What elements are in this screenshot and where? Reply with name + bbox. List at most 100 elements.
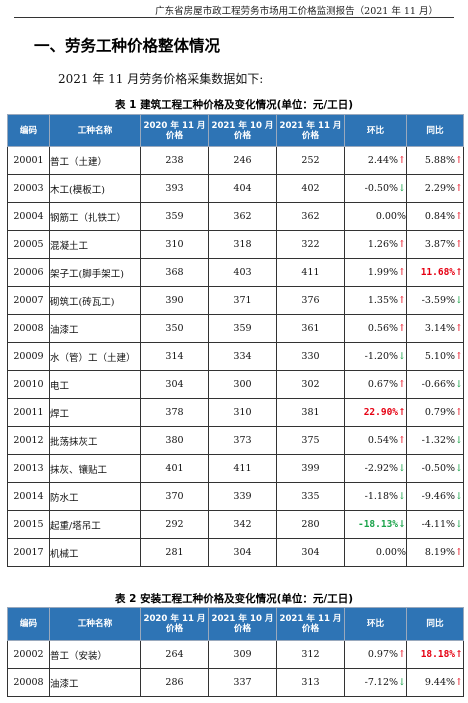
table-row: 20009 水（管）工（土建） 314 334 330 -1.20%↓ 5.10%↑ <box>7 342 464 371</box>
cell-mom-change: 0.00% <box>344 202 407 231</box>
cell-mom-change: 0.54%↑ <box>344 426 407 455</box>
cell-yoy-change: 5.10%↑ <box>406 342 464 371</box>
cell-price-2021-10: 246 <box>208 146 277 175</box>
mom-value: -1.18% <box>364 491 399 502</box>
cell-price-2020-11: 286 <box>140 668 209 697</box>
cell-code: 20013 <box>7 454 50 483</box>
cell-yoy-change: 3.14%↑ <box>406 314 464 343</box>
cell-trade-name: 油漆工 <box>49 314 141 343</box>
col-header-name: 工种名称 <box>49 607 141 641</box>
cell-price-2021-10: 359 <box>208 314 277 343</box>
cell-yoy-change: 0.79%↑ <box>406 398 464 427</box>
table1-caption: 表 1 建筑工程工种价格及变化情况(单位：元/工日) <box>114 99 354 111</box>
cell-price-2021-10: 404 <box>208 174 277 203</box>
cell-price-2020-11: 380 <box>140 426 209 455</box>
cell-code: 20012 <box>7 426 50 455</box>
arrow-down-icon: ↓ <box>455 435 463 446</box>
cell-yoy-change: -0.50%↓ <box>406 454 464 483</box>
cell-price-2021-11: 330 <box>276 342 345 371</box>
cell-price-2021-11: 304 <box>276 538 345 567</box>
arrow-up-icon: ↑ <box>455 351 463 362</box>
cell-price-2021-11: 399 <box>276 454 345 483</box>
yoy-value: 5.88% <box>424 155 456 166</box>
cell-code: 20003 <box>7 174 50 203</box>
col-header-price-2020-11: 2020 年 11 月价格 <box>140 607 209 641</box>
arrow-up-icon: ↑ <box>398 649 406 660</box>
cell-yoy-change: 0.84%↑ <box>406 202 464 231</box>
cell-yoy-change: -0.66%↓ <box>406 370 464 399</box>
cell-code: 20001 <box>7 146 50 175</box>
arrow-up-icon: ↑ <box>455 649 463 660</box>
arrow-up-icon: ↑ <box>398 379 406 390</box>
cell-price-2020-11: 390 <box>140 286 209 315</box>
cell-yoy-change: 3.87%↑ <box>406 230 464 259</box>
mom-value: 0.54% <box>367 435 399 446</box>
cell-price-2021-10: 371 <box>208 286 277 315</box>
cell-price-2021-10: 403 <box>208 258 277 287</box>
cell-trade-name: 起重/塔吊工 <box>49 510 141 539</box>
cell-price-2020-11: 370 <box>140 482 209 511</box>
cell-price-2020-11: 310 <box>140 230 209 259</box>
cell-price-2021-10: 411 <box>208 454 277 483</box>
arrow-up-icon: ↑ <box>398 155 406 166</box>
cell-yoy-change: 9.44%↑ <box>406 668 464 697</box>
yoy-value: 2.29% <box>424 183 456 194</box>
table1-header-row: 编码 工种名称 2020 年 11 月价格 2021 年 10 月价格 2021… <box>7 114 464 147</box>
cell-code: 20014 <box>7 482 50 511</box>
table-row: 20002 普工（安装） 264 309 312 0.97%↑ 18.18%↑ <box>7 640 464 669</box>
yoy-value: 8.19% <box>424 547 456 558</box>
cell-price-2021-11: 375 <box>276 426 345 455</box>
arrow-up-icon: ↑ <box>398 267 406 278</box>
cell-price-2021-11: 376 <box>276 286 345 315</box>
cell-price-2021-11: 252 <box>276 146 345 175</box>
yoy-value: 5.10% <box>424 351 456 362</box>
col-header-yoy: 同比 <box>406 607 464 641</box>
cell-mom-change: -2.92%↓ <box>344 454 407 483</box>
cell-price-2021-11: 302 <box>276 370 345 399</box>
arrow-up-icon: ↑ <box>455 211 463 222</box>
yoy-value: 18.18% <box>420 649 456 660</box>
section-title: 一、劳务工种价格整体情况 <box>34 37 221 55</box>
arrow-down-icon: ↓ <box>398 463 406 474</box>
cell-mom-change: 0.00% <box>344 538 407 567</box>
cell-code: 20007 <box>7 286 50 315</box>
cell-yoy-change: 18.18%↑ <box>406 640 464 669</box>
cell-mom-change: -1.20%↓ <box>344 342 407 371</box>
arrow-down-icon: ↓ <box>455 463 463 474</box>
cell-trade-name: 油漆工 <box>49 668 141 697</box>
cell-price-2021-10: 310 <box>208 398 277 427</box>
cell-yoy-change: -3.59%↓ <box>406 286 464 315</box>
arrow-down-icon: ↓ <box>398 677 406 688</box>
cell-price-2020-11: 393 <box>140 174 209 203</box>
cell-code: 20008 <box>7 668 50 697</box>
cell-yoy-change: 5.88%↑ <box>406 146 464 175</box>
cell-trade-name: 普工（土建） <box>49 146 141 175</box>
table-row: 20017 机械工 281 304 304 0.00% 8.19%↑ <box>7 538 464 567</box>
col-header-name: 工种名称 <box>49 114 141 147</box>
table-row: 20006 架子工(脚手架工) 368 403 411 1.99%↑ 11.68%↑ <box>7 258 464 287</box>
cell-price-2021-10: 373 <box>208 426 277 455</box>
table-row: 20012 批荡抹灰工 380 373 375 0.54%↑ -1.32%↓ <box>7 426 464 455</box>
mom-value: -7.12% <box>364 677 399 688</box>
yoy-value: -1.32% <box>421 435 456 446</box>
arrow-down-icon: ↓ <box>455 295 463 306</box>
cell-price-2020-11: 378 <box>140 398 209 427</box>
cell-code: 20017 <box>7 538 50 567</box>
cell-mom-change: 22.90%↑ <box>344 398 407 427</box>
cell-mom-change: -0.50%↓ <box>344 174 407 203</box>
construction-price-table: 编码 工种名称 2020 年 11 月价格 2021 年 10 月价格 2021… <box>7 114 464 567</box>
cell-yoy-change: 8.19%↑ <box>406 538 464 567</box>
col-header-code: 编码 <box>7 114 50 147</box>
cell-price-2020-11: 264 <box>140 640 209 669</box>
arrow-up-icon: ↑ <box>398 323 406 334</box>
cell-price-2021-10: 309 <box>208 640 277 669</box>
table-row: 20005 混凝土工 310 318 322 1.26%↑ 3.87%↑ <box>7 230 464 259</box>
yoy-value: -0.66% <box>421 379 456 390</box>
cell-price-2020-11: 368 <box>140 258 209 287</box>
yoy-value: -9.46% <box>421 491 456 502</box>
cell-price-2020-11: 359 <box>140 202 209 231</box>
cell-mom-change: 2.44%↑ <box>344 146 407 175</box>
cell-price-2020-11: 238 <box>140 146 209 175</box>
installation-price-table: 编码 工种名称 2020 年 11 月价格 2021 年 10 月价格 2021… <box>7 607 464 697</box>
header-rule <box>14 17 454 18</box>
